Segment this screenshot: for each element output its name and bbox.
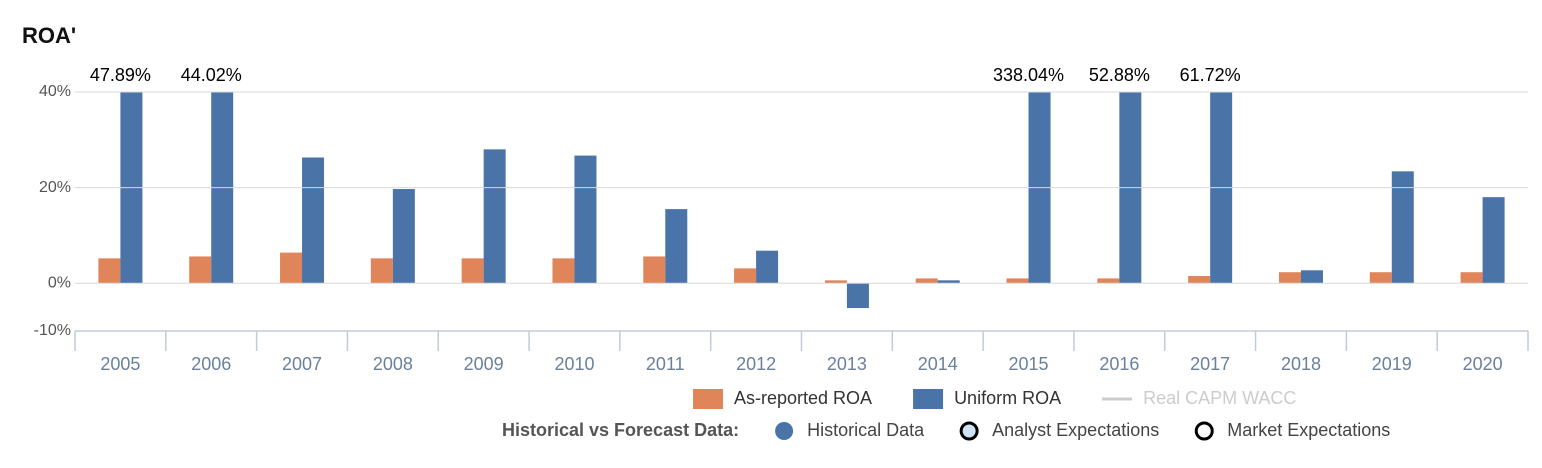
bar: [824, 280, 847, 284]
x-tick-label: 2020: [1463, 354, 1503, 374]
x-tick-label: 2013: [827, 354, 867, 374]
bar: [302, 157, 325, 284]
chart-title: ROA': [22, 23, 76, 48]
footer-item: Historical Data: [807, 420, 925, 440]
bar: [98, 258, 121, 284]
x-tick-label: 2011: [646, 354, 685, 374]
bar: [392, 189, 415, 284]
x-tick-label: 2015: [1009, 354, 1049, 374]
x-tick-label: 2006: [191, 354, 231, 374]
bar: [1369, 272, 1392, 284]
bar: [370, 258, 393, 284]
bar: [211, 92, 234, 284]
x-tick-label: 2014: [918, 354, 958, 374]
bar: [1482, 197, 1505, 284]
data-label: 52.88%: [1089, 65, 1150, 85]
bar: [1460, 272, 1483, 284]
data-label: 47.89%: [90, 65, 151, 85]
footer-item: Analyst Expectations: [992, 420, 1159, 440]
legend-label: Real CAPM WACC: [1143, 388, 1296, 408]
x-tick-label: 2018: [1281, 354, 1321, 374]
footer-marker: [775, 422, 794, 440]
legend-swatch: [913, 389, 944, 409]
bar: [280, 252, 303, 284]
bar: [915, 278, 938, 284]
bar: [552, 258, 575, 284]
footer-item: Market Expectations: [1227, 420, 1390, 440]
bar: [756, 250, 779, 284]
x-tick-label: 2012: [736, 354, 776, 374]
x-tick-label: 2005: [100, 354, 140, 374]
bar: [120, 92, 143, 284]
bar: [1097, 278, 1120, 284]
data-label: 44.02%: [181, 65, 242, 85]
bar: [846, 283, 869, 309]
x-tick-label: 2007: [282, 354, 322, 374]
x-tick-label: 2010: [554, 354, 594, 374]
bar: [574, 155, 597, 284]
bar: [461, 258, 484, 284]
bar: [1006, 278, 1029, 284]
bar: [734, 268, 757, 284]
data-label: 61.72%: [1180, 65, 1241, 85]
legend-label: Uniform ROA: [954, 388, 1061, 408]
bar: [1391, 171, 1414, 284]
bar: [483, 149, 506, 284]
bar: [1300, 270, 1323, 284]
x-tick-label: 2009: [464, 354, 504, 374]
y-tick-label: -10%: [34, 322, 71, 339]
y-tick-label: 20%: [39, 179, 71, 196]
data-label: 338.04%: [993, 65, 1064, 85]
bar: [1188, 276, 1211, 284]
x-tick-label: 2016: [1099, 354, 1139, 374]
bar: [189, 256, 212, 284]
y-tick-label: 40%: [39, 83, 71, 100]
footer-label: Historical vs Forecast Data:: [502, 420, 739, 440]
legend-swatch: [693, 389, 723, 409]
x-tick-label: 2019: [1372, 354, 1412, 374]
x-tick-label: 2017: [1190, 354, 1230, 374]
bar: [665, 209, 688, 284]
bar: [1210, 92, 1233, 284]
footer-marker: [959, 421, 979, 441]
footer-marker: [1194, 421, 1214, 441]
legend-label: As-reported ROA: [734, 388, 872, 408]
plot-area: [98, 92, 1505, 309]
bar: [1278, 272, 1301, 284]
bar: [1028, 92, 1051, 284]
bar: [937, 280, 960, 284]
y-tick-label: 0%: [48, 274, 71, 291]
x-tick-label: 2008: [373, 354, 413, 374]
bar: [643, 256, 666, 284]
